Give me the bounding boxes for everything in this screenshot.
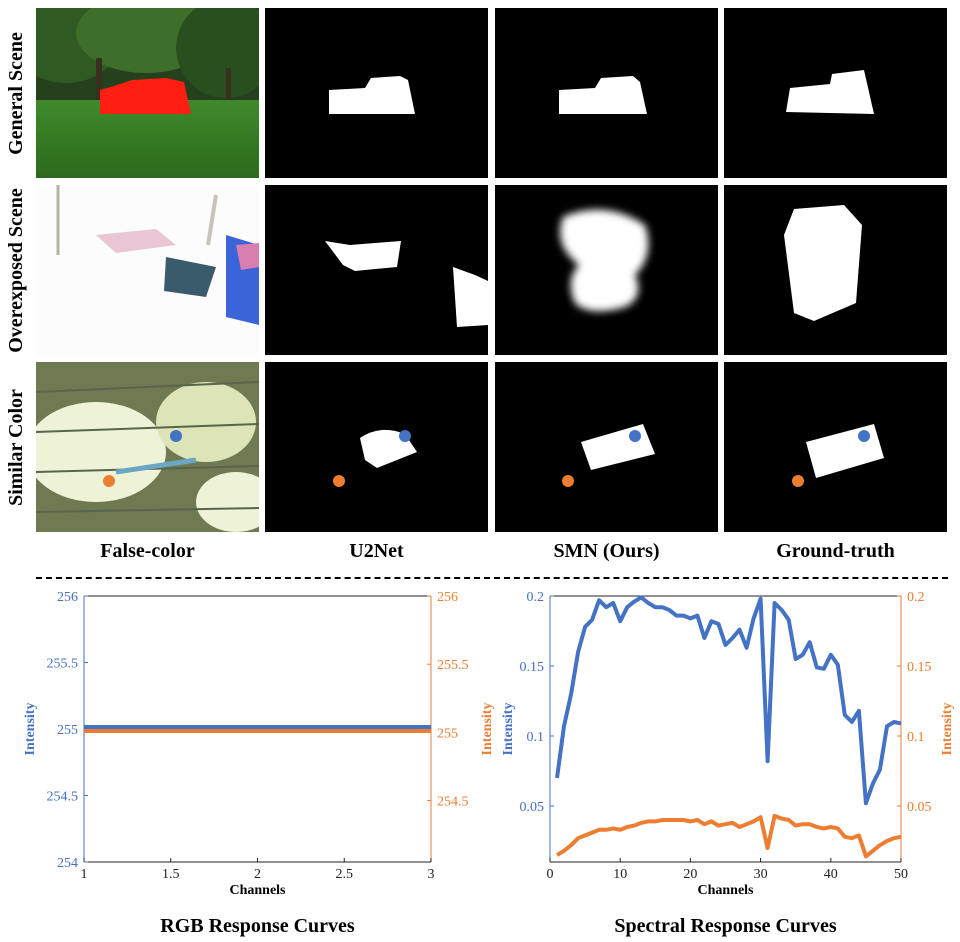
x-tick-label: 40 xyxy=(824,867,838,882)
ground-truth-general-mask xyxy=(724,8,947,178)
u2net-general-mask xyxy=(265,8,488,178)
false-color-overexposed-image xyxy=(36,185,259,355)
y-right-axis-label: Intensity xyxy=(480,703,495,756)
chart-title: RGB Response Curves xyxy=(160,915,355,937)
x-tick-label: 1.5 xyxy=(162,867,180,882)
y-right-tick-label: 255 xyxy=(437,726,458,741)
series-line-orange xyxy=(555,813,902,859)
row-label-overexposed: Overexposed Scene xyxy=(4,187,27,353)
y-left-tick-label: 254.5 xyxy=(47,790,79,805)
smn-overexposed-mask xyxy=(495,185,718,355)
col-label-ground-truth: Ground-truth xyxy=(776,540,895,562)
x-tick-label: 1 xyxy=(81,867,88,882)
x-tick-label: 3 xyxy=(428,867,435,882)
u2net-overexposed-mask xyxy=(265,185,488,355)
y-left-tick-label: 0.1 xyxy=(527,730,545,745)
x-tick-label: 0 xyxy=(547,867,554,882)
x-axis-label: Channels xyxy=(229,883,286,898)
x-tick-label: 2.5 xyxy=(336,867,354,882)
y-right-axis-label: Intensity xyxy=(940,703,955,756)
col-label-false-color: False-color xyxy=(100,540,195,562)
y-left-tick-label: 255 xyxy=(57,723,78,738)
y-right-tick-label: 0.2 xyxy=(907,590,925,605)
chart-rgb: 1 1.5 2 2.5 3 254 254.5 255 255.5 256 254.5 255 255.… xyxy=(23,590,495,937)
section-divider xyxy=(36,577,948,579)
row-label-general: General Scene xyxy=(4,31,27,155)
col-label-u2net: U2Net xyxy=(349,540,404,562)
row-label-similar-color: Similar Color xyxy=(4,388,27,506)
false-color-general-image xyxy=(36,8,259,178)
y-left-tick-label: 255.5 xyxy=(47,657,79,672)
y-left-tick-label: 0.05 xyxy=(520,800,545,815)
y-left-tick-label: 256 xyxy=(57,590,78,605)
x-tick-label: 2 xyxy=(254,867,261,882)
y-right-tick-label: 0.1 xyxy=(907,730,925,745)
false-color-similar-image xyxy=(36,362,259,532)
smn-general-mask xyxy=(495,8,718,178)
y-left-tick-label: 0.2 xyxy=(527,590,545,605)
y-right-tick-label: 0.15 xyxy=(907,660,932,675)
x-tick-label: 10 xyxy=(613,867,627,882)
y-left-tick-label: 0.15 xyxy=(520,660,545,675)
y-left-axis-label: Intensity xyxy=(23,703,38,756)
y-right-tick-label: 254.5 xyxy=(437,795,469,810)
y-right-tick-label: 255.5 xyxy=(437,658,469,673)
x-axis-label: Channels xyxy=(697,883,754,898)
response-curves-charts: 1 1.5 2 2.5 3 254 254.5 255 255.5 256 254.5 255 255.… xyxy=(23,590,955,937)
chart-title: Spectral Response Curves xyxy=(614,915,836,937)
col-label-smn: SMN (Ours) xyxy=(553,540,660,562)
ground-truth-overexposed-mask xyxy=(724,185,947,355)
smn-similar-mask xyxy=(495,362,718,532)
y-left-tick-label: 254 xyxy=(57,856,78,871)
ground-truth-similar-mask xyxy=(724,362,947,532)
x-tick-label: 50 xyxy=(894,867,908,882)
y-right-tick-label: 256 xyxy=(437,590,458,605)
y-left-axis-label: Intensity xyxy=(501,703,516,756)
u2net-similar-mask xyxy=(265,362,488,532)
y-right-tick-label: 0.05 xyxy=(907,800,932,815)
chart-spectral: 0 10 20 30 40 50 0.05 0.1 0.15 0.2 0.05 0.1 0.15 0.2 C… xyxy=(501,590,955,937)
series-line-blue xyxy=(555,595,902,806)
x-tick-label: 20 xyxy=(683,867,697,882)
x-tick-label: 30 xyxy=(754,867,768,882)
